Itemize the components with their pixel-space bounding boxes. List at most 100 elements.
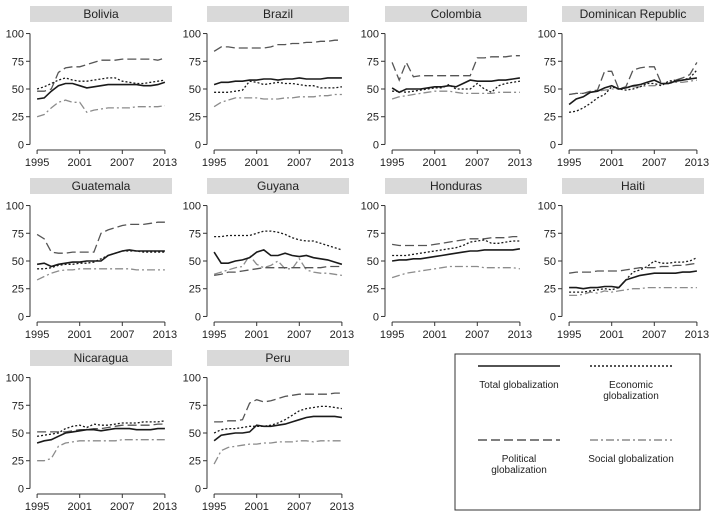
panel-title: Honduras (430, 179, 482, 193)
panel-title-bar (207, 178, 349, 194)
x-tick-label: 2001 (599, 157, 623, 169)
y-tick-label: 25 (12, 284, 24, 296)
y-tick-label: 25 (12, 456, 24, 468)
panel-title-bar (207, 350, 349, 366)
y-tick-label: 100 (6, 29, 24, 41)
series-line (569, 69, 698, 113)
y-tick-label: 75 (12, 228, 24, 240)
x-tick-label: 1995 (25, 157, 49, 169)
x-tick-label: 1995 (380, 157, 404, 169)
y-tick-label: 100 (538, 201, 556, 213)
panel-title: Guyana (257, 179, 299, 193)
x-tick-label: 2013 (330, 501, 354, 513)
x-tick-label: 2007 (287, 157, 311, 169)
series-line (391, 77, 521, 94)
panel-title: Peru (265, 351, 290, 365)
y-tick-label: 75 (189, 228, 201, 240)
x-tick-label: 2013 (330, 329, 354, 341)
x-tick-label: 1995 (202, 329, 226, 341)
y-tick-label: 0 (18, 139, 24, 151)
x-tick-label: 2001 (244, 501, 268, 513)
panel-title-bar (385, 6, 527, 22)
x-tick-label: 1995 (557, 329, 581, 341)
y-tick-label: 0 (18, 311, 24, 323)
x-tick-label: 2007 (287, 329, 311, 341)
y-tick-label: 0 (373, 311, 379, 323)
series-line (391, 55, 520, 82)
series-line (214, 80, 342, 93)
y-tick-label: 25 (367, 284, 379, 296)
series-line (37, 439, 165, 462)
series-line (568, 77, 698, 106)
y-tick-label: 25 (12, 112, 24, 124)
y-tick-label: 50 (367, 256, 379, 268)
x-tick-label: 2007 (110, 329, 134, 341)
series-line (37, 423, 165, 433)
y-tick-label: 0 (195, 483, 201, 495)
panel-title: Colombia (431, 7, 482, 21)
series-line (392, 235, 520, 247)
x-tick-label: 2001 (599, 329, 623, 341)
series-line (391, 248, 521, 262)
series-line (391, 265, 520, 279)
y-tick-label: 50 (12, 256, 24, 268)
y-tick-label: 50 (189, 428, 201, 440)
panel-title-bar (207, 6, 349, 22)
x-tick-label: 2001 (67, 157, 91, 169)
y-tick-label: 50 (544, 256, 556, 268)
x-tick-label: 1995 (25, 329, 49, 341)
series-line (36, 99, 165, 118)
x-tick-label: 2007 (110, 501, 134, 513)
y-tick-label: 75 (544, 228, 556, 240)
y-tick-label: 100 (361, 29, 379, 41)
y-tick-label: 75 (544, 56, 556, 68)
x-tick-label: 2001 (244, 329, 268, 341)
series-line (569, 270, 698, 290)
series-line (36, 81, 166, 100)
x-tick-label: 2013 (685, 329, 709, 341)
legend-label: Economic globalization (603, 380, 659, 402)
panel-title-bar (562, 178, 704, 194)
series-line (36, 268, 165, 281)
y-tick-label: 100 (361, 201, 379, 213)
series-line (36, 221, 165, 254)
series-line (391, 90, 520, 100)
series-line (569, 62, 698, 96)
x-tick-label: 2013 (153, 501, 177, 513)
y-tick-label: 0 (195, 139, 201, 151)
x-tick-label: 2007 (642, 329, 666, 341)
y-tick-label: 25 (189, 112, 201, 124)
x-tick-label: 2007 (465, 157, 489, 169)
panel-title-bar (385, 178, 527, 194)
y-tick-label: 0 (18, 483, 24, 495)
x-tick-label: 1995 (25, 501, 49, 513)
y-tick-label: 50 (189, 256, 201, 268)
panel-title: Haiti (621, 179, 645, 193)
x-tick-label: 2001 (422, 157, 446, 169)
series-line (37, 420, 165, 437)
series-line (37, 250, 165, 270)
y-tick-label: 0 (195, 311, 201, 323)
legend-label: Political globalization (491, 454, 547, 476)
x-tick-label: 2013 (508, 157, 532, 169)
y-tick-label: 50 (189, 84, 201, 96)
x-tick-label: 2001 (244, 157, 268, 169)
x-tick-label: 2007 (287, 501, 311, 513)
y-tick-label: 100 (183, 373, 201, 385)
series-line (213, 39, 342, 52)
series-line (36, 427, 165, 444)
series-line (213, 254, 342, 277)
series-line (213, 415, 343, 442)
x-tick-label: 1995 (202, 157, 226, 169)
y-tick-label: 50 (544, 84, 556, 96)
legend-label: Total globalization (479, 380, 559, 391)
series-line (213, 405, 342, 434)
y-tick-label: 0 (550, 139, 556, 151)
x-tick-label: 2013 (685, 157, 709, 169)
series-line (213, 77, 342, 86)
x-tick-label: 2007 (465, 329, 489, 341)
series-line (213, 249, 343, 266)
y-tick-label: 50 (12, 428, 24, 440)
y-tick-label: 100 (183, 29, 201, 41)
